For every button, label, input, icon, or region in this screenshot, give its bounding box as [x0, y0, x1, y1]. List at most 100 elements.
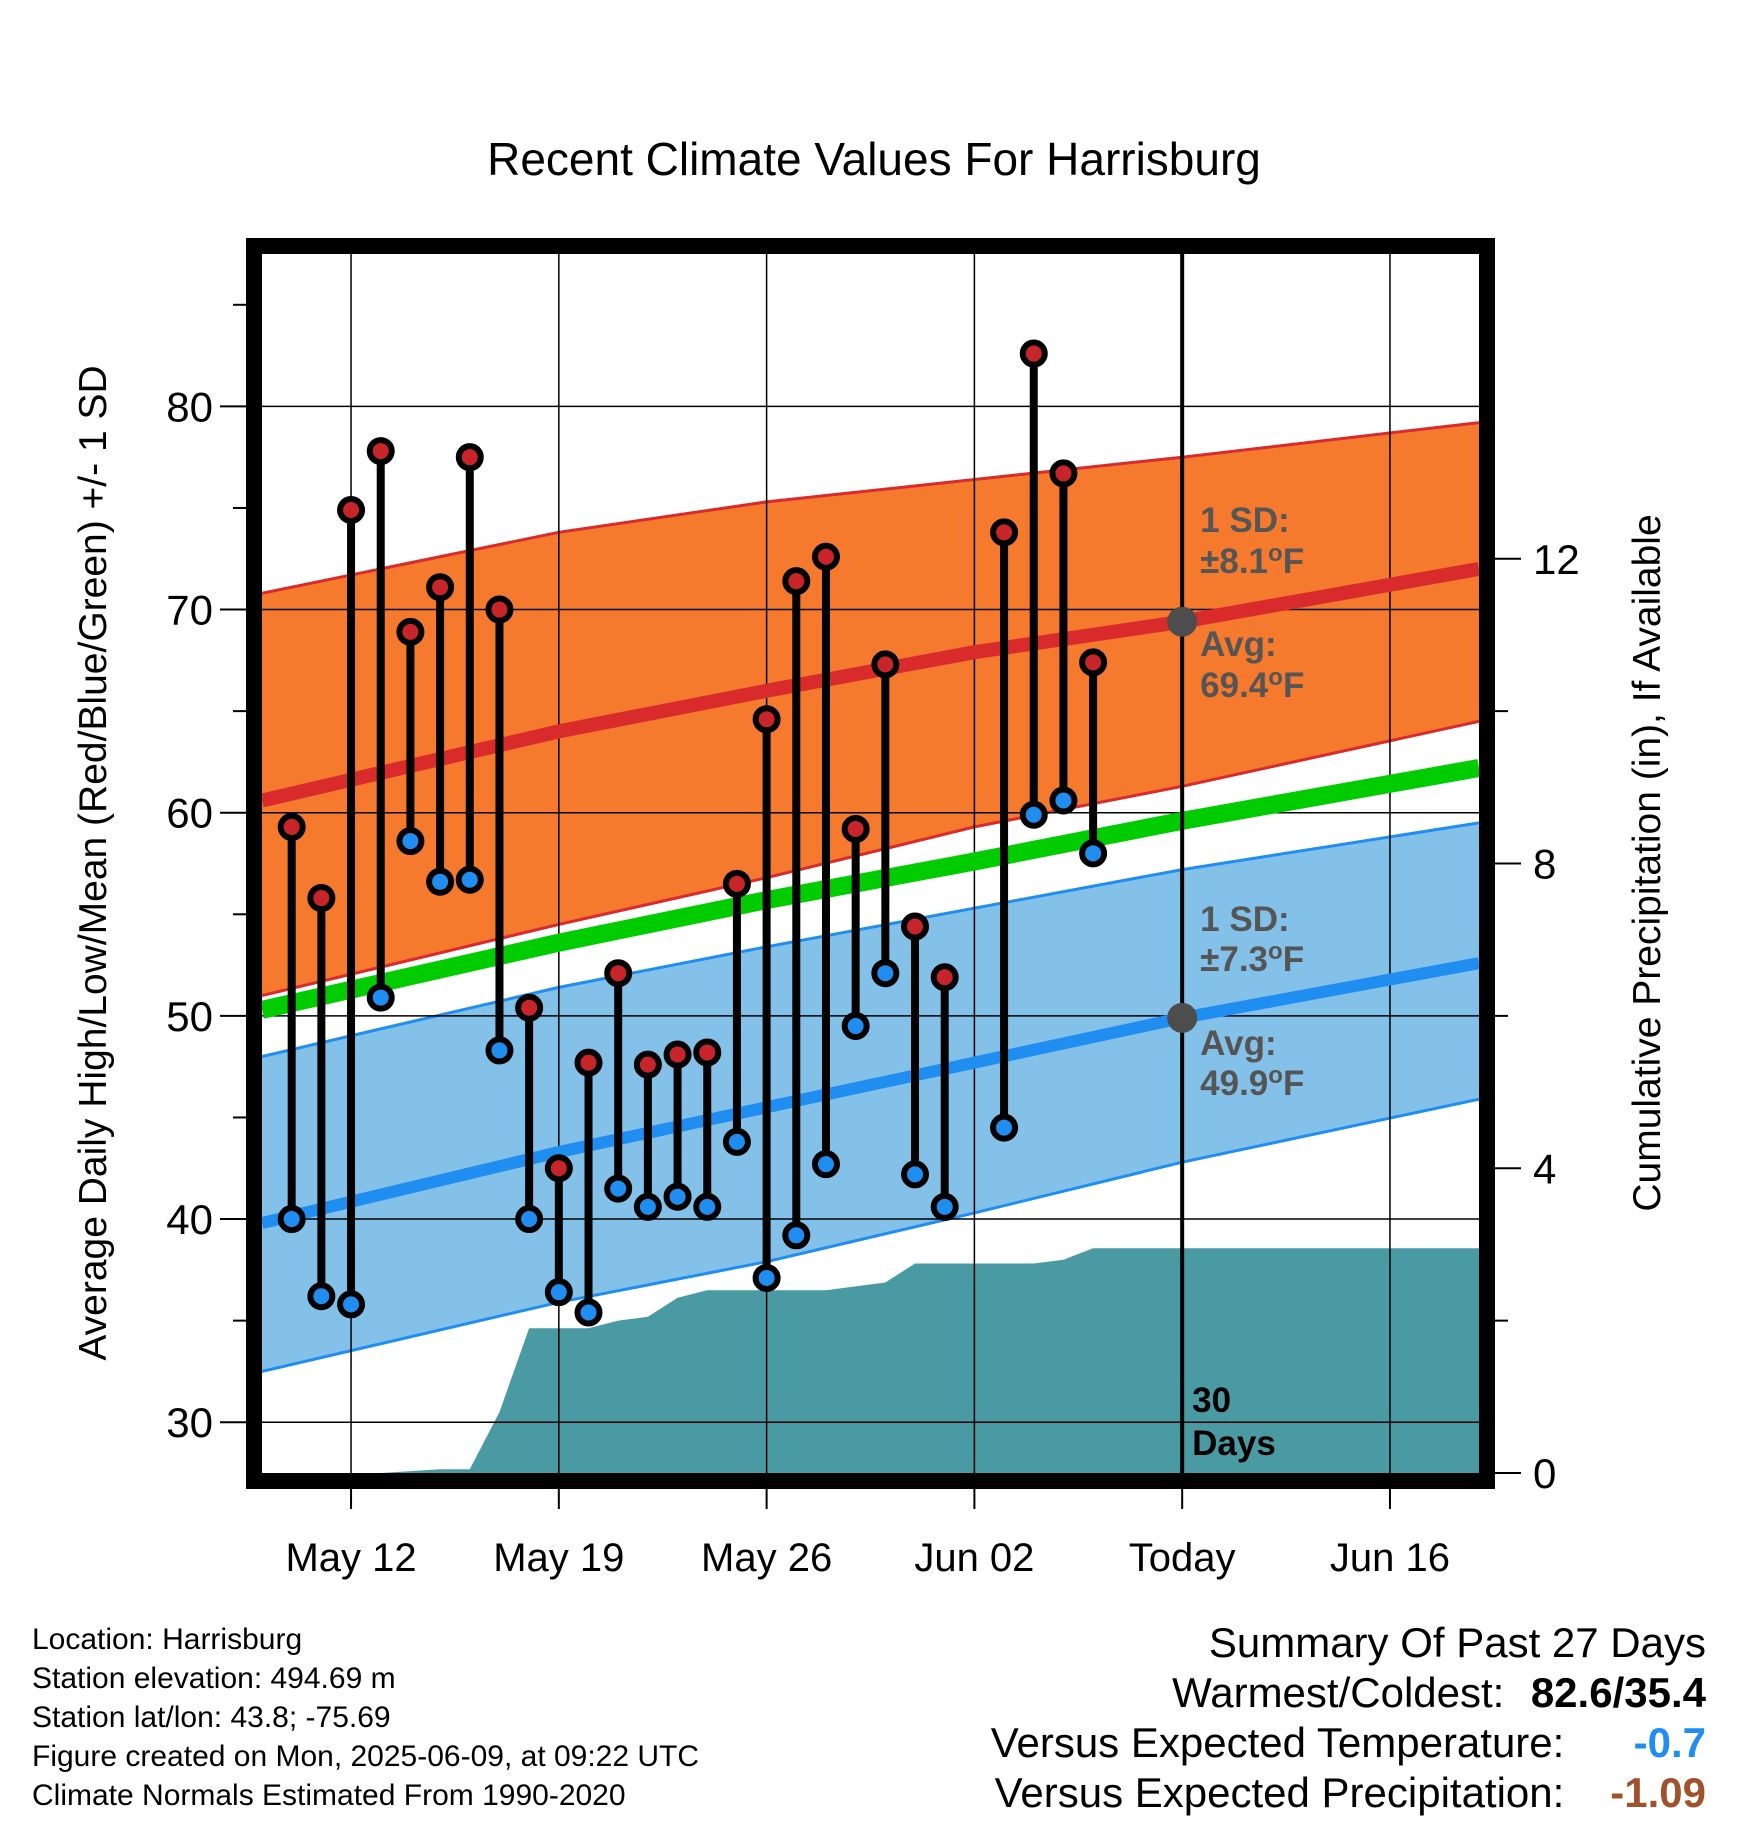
degree-sign: o [1268, 540, 1283, 567]
mean-normal-line [262, 759, 1479, 1019]
daily-low-point [811, 1150, 840, 1179]
daily-low-point [455, 865, 484, 894]
plot-frame [246, 238, 1495, 1489]
unit-letter: F [1283, 940, 1304, 979]
summary-warmest-row: Warmest/Coldest: 82.6/35.4 [991, 1668, 1706, 1718]
daily-low-point [337, 1290, 366, 1319]
x-tick-label: Today [1129, 1536, 1236, 1580]
daily-high-point [930, 963, 959, 992]
y-tick-label: 40 [166, 1196, 213, 1243]
low-avg-label: Avg: [1200, 1024, 1276, 1063]
climate-chart: Recent Climate Values For Harrisburg 1 SD… [72, 133, 1669, 1600]
low-avg-value: 49.9oF [1200, 1062, 1304, 1103]
daily-low-point [604, 1174, 633, 1203]
warmest-value: 82.6/35.4 [1530, 1669, 1706, 1716]
y2-tick-label: 12 [1533, 536, 1580, 583]
latlon-text: Station lat/lon: 43.8; -75.69 [32, 1701, 391, 1734]
precip-anomaly-value: -1.09 [1610, 1769, 1706, 1816]
daily-high-point [782, 567, 811, 596]
x-tick-label: May 19 [493, 1536, 624, 1580]
daily-high-point [693, 1038, 722, 1067]
high-avg-value: 69.4oF [1200, 664, 1304, 705]
y-tick-label: 80 [166, 383, 213, 430]
daily-high-point [752, 705, 781, 734]
daily-high-point [1049, 459, 1078, 488]
summary-precip-row: Versus Expected Precipitation: -1.09 [991, 1768, 1706, 1818]
days-count-label: 30 [1192, 1381, 1231, 1420]
daily-high-point [544, 1154, 573, 1183]
daily-high-point [277, 812, 306, 841]
daily-high-point [1019, 339, 1048, 368]
daily-low-point [1079, 839, 1108, 868]
high-avg-today-marker [1167, 606, 1198, 637]
summary-temp-row: Versus Expected Temperature: -0.7 [991, 1718, 1706, 1768]
daily-high-point [1079, 648, 1108, 677]
daily-low-point [693, 1192, 722, 1221]
daily-low-point [752, 1263, 781, 1292]
low-avg-today-marker [1167, 1002, 1198, 1033]
daily-low-point [930, 1192, 959, 1221]
chart-title: Recent Climate Values For Harrisburg [487, 133, 1261, 185]
high-avg-line [262, 562, 1479, 808]
degree-sign: o [1268, 938, 1283, 965]
y2-tick-label: 4 [1533, 1145, 1556, 1192]
daily-high-point [722, 869, 751, 898]
x-tick-label: May 12 [285, 1536, 416, 1580]
daily-high-point [366, 437, 395, 466]
daily-low-point [722, 1127, 751, 1156]
high-sd-label: 1 SD: [1200, 501, 1289, 540]
y2-tick-label: 8 [1533, 841, 1556, 888]
x-tick-label: May 26 [701, 1536, 832, 1580]
daily-high-point [990, 518, 1019, 547]
daily-low-point [633, 1192, 662, 1221]
daily-low-point [277, 1205, 306, 1234]
unit-letter: F [1283, 542, 1304, 581]
created-text: Figure created on Mon, 2025-06-09, at 09… [32, 1740, 700, 1773]
low-sd-upper-line [262, 821, 1479, 1058]
y2-axis-label: Cumulative Precipitation (in), If Availa… [1626, 514, 1669, 1211]
daily-low-point [782, 1221, 811, 1250]
daily-low-point [485, 1036, 514, 1065]
daily-high-point [663, 1040, 692, 1069]
daily-high-point [426, 573, 455, 602]
temp-anomaly-label: Versus Expected Temperature: [990, 1719, 1565, 1766]
high-sd-band [262, 422, 1479, 996]
y-axis-label: Average Daily High/Low/Mean (Red/Blue/Gr… [72, 365, 115, 1360]
daily-low-point [841, 1012, 870, 1041]
unit-letter: F [1283, 1064, 1304, 1103]
summary-panel: Summary Of Past 27 Days Warmest/Coldest:… [991, 1618, 1706, 1818]
low-sd-label: 1 SD: [1200, 900, 1289, 939]
precip-anomaly-label: Versus Expected Precipitation: [994, 1769, 1565, 1816]
degree-sign: o [1268, 664, 1283, 691]
low-sd-band [262, 822, 1479, 1372]
daily-high-point [337, 495, 366, 524]
daily-low-point [1019, 800, 1048, 829]
precipitation-area [262, 1248, 1479, 1473]
daily-low-point [1049, 786, 1078, 815]
high-sd-value: ±8.1oF [1200, 540, 1304, 581]
x-tick-label: Jun 16 [1330, 1536, 1450, 1580]
daily-low-point [307, 1282, 336, 1311]
daily-low-point [426, 867, 455, 896]
elevation-text: Station elevation: 494.69 m [32, 1662, 396, 1695]
high-sd-upper-line [262, 421, 1479, 595]
daily-high-point [871, 650, 900, 679]
station-info: Location: Harrisburg Station elevation: … [32, 1620, 699, 1815]
daily-low-point [396, 827, 425, 856]
low-avg-line [262, 957, 1479, 1229]
daily-low-point [544, 1278, 573, 1307]
daily-low-point [515, 1205, 544, 1234]
warmest-label: Warmest/Coldest: [1172, 1669, 1505, 1716]
daily-low-point [366, 983, 395, 1012]
daily-high-point [574, 1048, 603, 1077]
daily-high-point [515, 993, 544, 1022]
days-unit-label: Days [1192, 1424, 1276, 1463]
temp-anomaly-value: -0.7 [1633, 1719, 1706, 1766]
summary-title: Summary Of Past 27 Days [1208, 1619, 1706, 1666]
x-axis-label: Day [838, 1597, 909, 1600]
low-sd-value: ±7.3oF [1200, 938, 1304, 979]
daily-high-point [811, 542, 840, 571]
daily-low-point [574, 1298, 603, 1327]
daily-high-point [307, 884, 336, 913]
daily-high-point [841, 814, 870, 843]
